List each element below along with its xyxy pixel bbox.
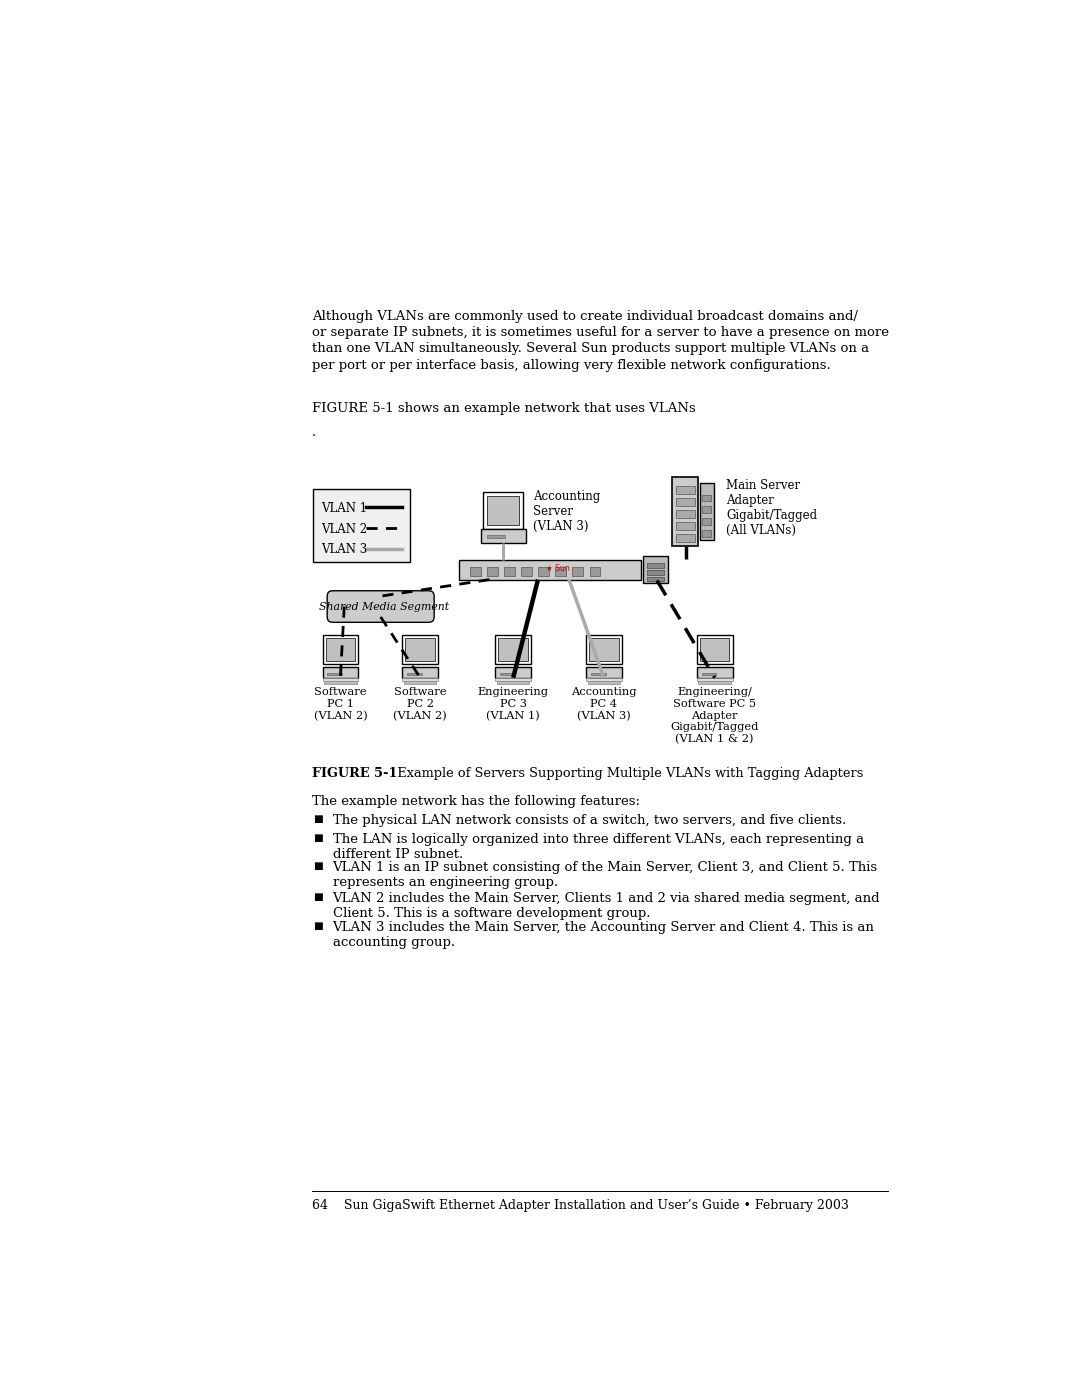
Text: ■: ■ bbox=[313, 833, 323, 842]
Bar bbox=[647, 577, 664, 581]
Bar bbox=[404, 680, 436, 685]
Bar bbox=[699, 680, 731, 685]
Text: VLAN 1 is an IP subnet consisting of the Main Server, Client 3, and Client 5. Th: VLAN 1 is an IP subnet consisting of the… bbox=[333, 862, 878, 890]
Text: VLAN 2 includes the Main Server, Clients 1 and 2 via shared media segment, and
C: VLAN 2 includes the Main Server, Clients… bbox=[333, 893, 880, 921]
FancyBboxPatch shape bbox=[499, 638, 528, 661]
FancyBboxPatch shape bbox=[700, 483, 714, 541]
Bar bbox=[504, 567, 515, 576]
Bar bbox=[481, 529, 526, 542]
Bar bbox=[572, 567, 583, 576]
Bar bbox=[702, 531, 712, 538]
Bar bbox=[697, 668, 732, 678]
FancyBboxPatch shape bbox=[586, 636, 622, 665]
Text: Software
PC 2
(VLAN 2): Software PC 2 (VLAN 2) bbox=[393, 687, 447, 721]
FancyBboxPatch shape bbox=[459, 560, 640, 580]
Bar bbox=[522, 567, 532, 576]
Text: Software
PC 1
(VLAN 2): Software PC 1 (VLAN 2) bbox=[313, 687, 367, 721]
Text: ★ Sun: ★ Sun bbox=[545, 564, 569, 573]
FancyBboxPatch shape bbox=[326, 638, 355, 661]
Bar bbox=[323, 668, 359, 678]
FancyBboxPatch shape bbox=[405, 638, 435, 661]
Bar bbox=[496, 668, 531, 678]
Text: ■: ■ bbox=[313, 814, 323, 824]
Text: Accounting
PC 4
(VLAN 3): Accounting PC 4 (VLAN 3) bbox=[571, 687, 636, 721]
Text: VLAN 3 includes the Main Server, the Accounting Server and Client 4. This is an
: VLAN 3 includes the Main Server, the Acc… bbox=[333, 922, 875, 950]
Bar bbox=[676, 499, 694, 506]
Bar bbox=[591, 672, 606, 676]
Bar bbox=[590, 567, 600, 576]
Text: ■: ■ bbox=[313, 862, 323, 872]
Text: or separate IP subnets, it is sometimes useful for a server to have a presence o: or separate IP subnets, it is sometimes … bbox=[312, 327, 889, 339]
Bar bbox=[407, 672, 422, 676]
Bar bbox=[497, 680, 529, 685]
FancyBboxPatch shape bbox=[483, 492, 524, 529]
Text: Main Server
Adapter
Gigabit/Tagged
(All VLANs): Main Server Adapter Gigabit/Tagged (All … bbox=[726, 479, 818, 536]
Bar bbox=[697, 678, 732, 680]
Ellipse shape bbox=[333, 597, 351, 617]
Bar bbox=[586, 678, 622, 680]
FancyBboxPatch shape bbox=[323, 636, 359, 665]
Text: FIGURE 5-1: FIGURE 5-1 bbox=[312, 767, 397, 781]
Text: VLAN 1: VLAN 1 bbox=[321, 502, 367, 515]
Bar bbox=[324, 680, 356, 685]
Text: 64    Sun GigaSwift Ethernet Adapter Installation and User’s Guide • February 20: 64 Sun GigaSwift Ethernet Adapter Instal… bbox=[312, 1199, 849, 1211]
Bar bbox=[539, 567, 550, 576]
Bar bbox=[702, 507, 712, 513]
Text: Engineering/
Software PC 5
Adapter
Gigabit/Tagged
(VLAN 1 & 2): Engineering/ Software PC 5 Adapter Gigab… bbox=[671, 687, 759, 745]
Text: Shared Media Segment: Shared Media Segment bbox=[320, 602, 449, 612]
Text: VLAN 3: VLAN 3 bbox=[321, 543, 367, 556]
Text: .: . bbox=[312, 426, 316, 439]
FancyBboxPatch shape bbox=[643, 556, 667, 584]
Text: than one VLAN simultaneously. Several Sun products support multiple VLANs on a: than one VLAN simultaneously. Several Su… bbox=[312, 342, 868, 355]
Bar bbox=[403, 678, 438, 680]
Text: Engineering
PC 3
(VLAN 1): Engineering PC 3 (VLAN 1) bbox=[477, 687, 549, 721]
FancyBboxPatch shape bbox=[697, 636, 732, 665]
Text: Although VLANs are commonly used to create individual broadcast domains and/: Although VLANs are commonly used to crea… bbox=[312, 310, 858, 323]
Bar bbox=[586, 668, 622, 678]
Bar bbox=[702, 495, 712, 502]
Text: per port or per interface basis, allowing very flexible network configurations.: per port or per interface basis, allowin… bbox=[312, 359, 831, 372]
Bar bbox=[702, 518, 712, 525]
Text: The LAN is logically organized into three different VLANs, each representing a
d: The LAN is logically organized into thre… bbox=[333, 833, 864, 861]
Bar bbox=[702, 672, 716, 676]
Text: The physical LAN network consists of a switch, two servers, and five clients.: The physical LAN network consists of a s… bbox=[333, 814, 846, 827]
FancyBboxPatch shape bbox=[496, 636, 531, 665]
FancyBboxPatch shape bbox=[403, 636, 438, 665]
Text: The example network has the following features:: The example network has the following fe… bbox=[312, 795, 639, 809]
Text: Accounting
Server
(VLAN 3): Accounting Server (VLAN 3) bbox=[532, 490, 599, 534]
FancyBboxPatch shape bbox=[590, 638, 619, 661]
Bar bbox=[403, 668, 438, 678]
FancyBboxPatch shape bbox=[487, 496, 519, 525]
Bar bbox=[676, 486, 694, 495]
Bar bbox=[470, 567, 481, 576]
Bar bbox=[676, 522, 694, 529]
Bar bbox=[588, 680, 620, 685]
FancyBboxPatch shape bbox=[313, 489, 410, 562]
Bar bbox=[500, 672, 515, 676]
Text: Example of Servers Supporting Multiple VLANs with Tagging Adapters: Example of Servers Supporting Multiple V… bbox=[386, 767, 864, 781]
Bar bbox=[496, 678, 531, 680]
Bar bbox=[342, 597, 429, 617]
Bar bbox=[676, 534, 694, 542]
FancyBboxPatch shape bbox=[327, 591, 434, 622]
Bar bbox=[676, 510, 694, 518]
Text: ■: ■ bbox=[313, 893, 323, 902]
Bar bbox=[323, 678, 359, 680]
Text: FIGURE 5-1 shows an example network that uses VLANs: FIGURE 5-1 shows an example network that… bbox=[312, 402, 696, 415]
Bar bbox=[647, 563, 664, 569]
Bar bbox=[555, 567, 566, 576]
Ellipse shape bbox=[410, 597, 429, 617]
FancyBboxPatch shape bbox=[673, 478, 698, 546]
Text: VLAN 2: VLAN 2 bbox=[321, 522, 367, 535]
Bar bbox=[487, 567, 498, 576]
Bar bbox=[487, 535, 505, 538]
FancyBboxPatch shape bbox=[700, 638, 729, 661]
Bar bbox=[327, 672, 342, 676]
Bar bbox=[647, 570, 664, 574]
Text: ■: ■ bbox=[313, 922, 323, 932]
